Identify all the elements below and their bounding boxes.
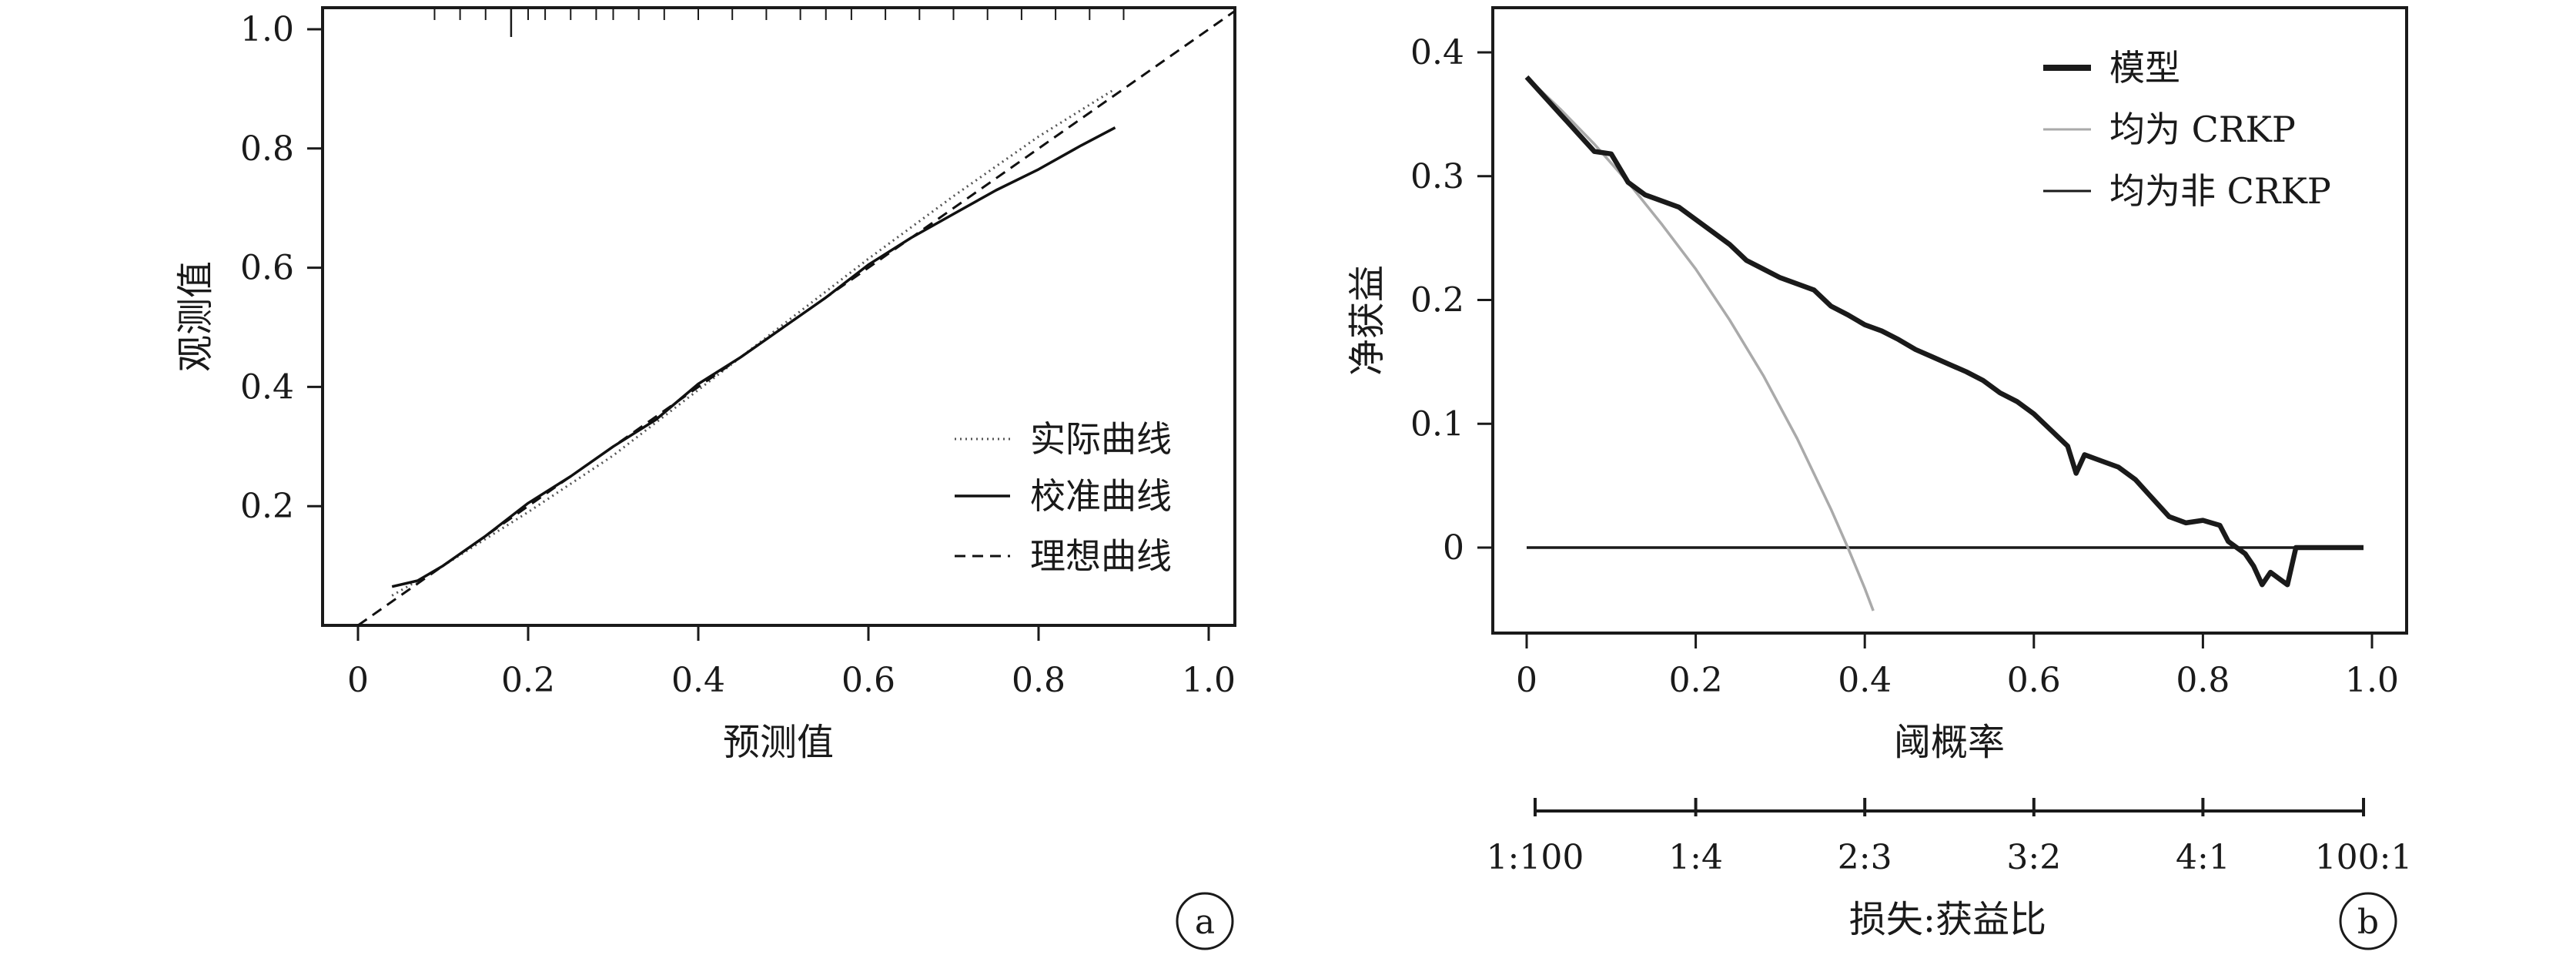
calibration-y-axis-title: 观测值 (174, 261, 217, 372)
decision-curve-y-axis-title: 净获益 (1346, 265, 1389, 376)
calibration-plot-frame (321, 6, 1236, 627)
calibration-x-tick-label: 1.0 (1182, 661, 1236, 700)
cost-benefit-tick-label: 4:1 (2176, 838, 2230, 877)
calibration-y-tick-label: 0.2 (240, 487, 294, 526)
decision-curve-x-tick-label: 0.8 (2176, 661, 2230, 700)
cost-benefit-tick-label: 100:1 (2315, 838, 2413, 877)
calibration-x-ticks: 0 0.2 0.4 0.6 0.8 1.0 (347, 625, 1236, 700)
calibration-series (357, 10, 1236, 627)
calibration-series-line-1 (391, 126, 1116, 588)
calibration-panel: 0 0.2 0.4 0.6 0.8 1.0 0.2 0.4 0.6 0.8 1.0 预测值 观测值… (174, 6, 1236, 950)
decision-curve-y-tick-label: 0.2 (1410, 281, 1464, 320)
cost-benefit-tick-label: 1:100 (1487, 838, 1584, 877)
decision-curve-y-tick-label: 0.1 (1410, 404, 1464, 444)
calibration-legend: 实际曲线 校准曲线 理想曲线 (955, 418, 1172, 577)
legend-label-calibration: 校准曲线 (1030, 475, 1172, 517)
decision-curve-y-tick-label: 0 (1443, 528, 1464, 568)
decision-curve-y-tick-label: 0.4 (1410, 33, 1464, 72)
calibration-y-tick-label: 1.0 (240, 10, 294, 49)
decision-curve-x-tick-label: 0 (1516, 661, 1537, 700)
decision-curve-x-tick-label: 0.2 (1669, 661, 1723, 700)
cost-benefit-tick-label: 1:4 (1668, 838, 1723, 877)
calibration-x-axis-title: 预测值 (723, 721, 834, 764)
legend-label-ideal: 理想曲线 (1030, 535, 1172, 577)
cost-benefit-tick-label: 2:3 (1838, 838, 1892, 877)
calibration-y-tick-label: 0.6 (240, 249, 294, 288)
legend-label-treat-all: 均为 CRKP (2109, 109, 2296, 150)
decision-curve-legend: 模型 均为 CRKP 均为非 CRKP (2043, 47, 2331, 212)
svg-text:a: a (1195, 903, 1215, 942)
decision-curve-plot-frame (1491, 6, 2408, 635)
decision-curve-x-ticks: 0 0.2 0.4 0.6 0.8 1.0 (1516, 633, 2399, 700)
cost-benefit-axis-title: 损失:获益比 (1849, 898, 2046, 941)
legend-label-treat-none: 均为非 CRKP (2109, 170, 2331, 212)
decision-curve-series-line-0 (1524, 75, 2364, 588)
calibration-series-line-0 (391, 88, 1116, 597)
svg-text:b: b (2357, 903, 2379, 942)
calibration-y-tick-label: 0.8 (240, 129, 294, 169)
calibration-x-tick-label: 0.2 (501, 661, 555, 700)
calibration-y-tick-label: 0.4 (240, 367, 294, 407)
legend-label-model: 模型 (2109, 47, 2180, 89)
cost-benefit-ratio-axis: 1:100 1:4 2:3 3:2 4:1 100:1 损失:获益比 (1487, 798, 2413, 941)
calibration-series-line-2 (357, 10, 1236, 627)
decision-curve-y-ticks: 0 0.1 0.2 0.3 0.4 (1410, 33, 1493, 568)
decision-curve-series (1524, 75, 2364, 612)
cost-benefit-axis-ticks: 1:100 1:4 2:3 3:2 4:1 100:1 (1487, 798, 2413, 877)
decision-curve-panel: 0 0.2 0.4 0.6 0.8 1.0 0 0.1 0.2 0.3 0.4 阈概率 净获益 模… (1346, 6, 2413, 950)
calibration-x-tick-label: 0.8 (1012, 661, 1066, 700)
panel-tag-a: a (1176, 892, 1234, 950)
decision-curve-x-tick-label: 1.0 (2345, 661, 2399, 700)
decision-curve-series-line-1 (1525, 75, 1875, 612)
legend-label-actual: 实际曲线 (1030, 418, 1172, 460)
cost-benefit-tick-label: 3:2 (2006, 838, 2061, 877)
panel-tag-b: b (2339, 892, 2397, 950)
decision-curve-x-tick-label: 0.6 (2007, 661, 2061, 700)
calibration-y-ticks: 0.2 0.4 0.6 0.8 1.0 (240, 10, 323, 526)
calibration-rug-ticks (433, 9, 1125, 37)
calibration-x-tick-label: 0.6 (841, 661, 895, 700)
calibration-x-tick-label: 0.4 (671, 661, 725, 700)
calibration-x-tick-label: 0 (347, 661, 369, 700)
decision-curve-x-tick-label: 0.4 (1838, 661, 1892, 700)
decision-curve-x-axis-title: 阈概率 (1894, 721, 2005, 764)
decision-curve-y-tick-label: 0.3 (1410, 157, 1464, 196)
